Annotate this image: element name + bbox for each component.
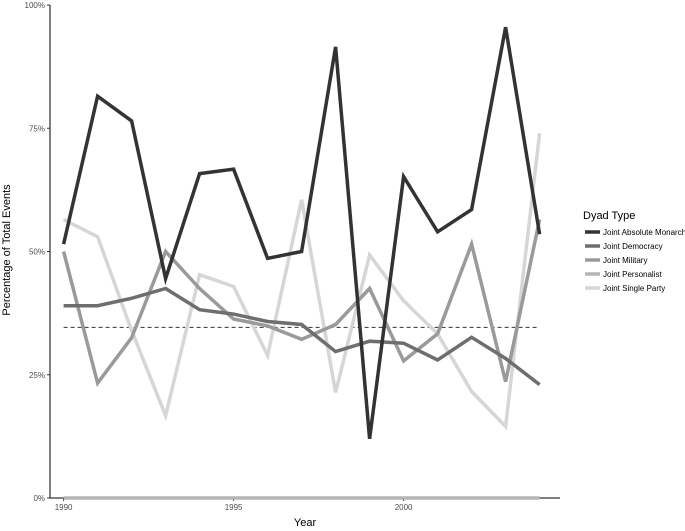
- legend-label-joint-single-party: Joint Single Party: [603, 284, 665, 293]
- series-group: [61, 26, 542, 500]
- y-tick-label: 100%: [25, 1, 45, 10]
- y-axis-title: Percentage of Total Events: [1, 184, 13, 316]
- legend-label-joint-military: Joint Military: [603, 256, 647, 265]
- x-tick-label: 2000: [395, 503, 413, 512]
- series-line-joint-absolute-monarchy: [61, 26, 542, 440]
- legend: Dyad Type Joint Absolute Monarchy Joint D…: [583, 210, 685, 293]
- y-tick-label: 50%: [29, 248, 45, 257]
- y-tick-label: 0%: [33, 494, 45, 503]
- legend-label-joint-democracy: Joint Democracy: [603, 242, 663, 251]
- series-line-joint-single-party: [62, 132, 542, 431]
- x-axis-title: Year: [294, 517, 317, 529]
- y-tick-label: 25%: [29, 371, 45, 380]
- x-tick-label: 1990: [55, 503, 73, 512]
- x-tick-label: 1995: [225, 503, 243, 512]
- legend-label-joint-absolute-monarchy: Joint Absolute Monarchy: [603, 228, 685, 237]
- axes: [49, 5, 560, 499]
- legend-title: Dyad Type: [583, 210, 635, 222]
- series-line-joint-democracy: [63, 286, 541, 386]
- y-ticks: 0% 25% 50% 75% 100%: [25, 1, 50, 503]
- series-line-joint-military: [61, 219, 542, 388]
- x-ticks: 1990 1995 2000: [55, 498, 413, 512]
- y-tick-label: 75%: [29, 124, 45, 133]
- legend-label-joint-personalist: Joint Personalist: [603, 270, 662, 279]
- legend-items: Joint Absolute Monarchy Joint Democracy Jo…: [585, 228, 685, 293]
